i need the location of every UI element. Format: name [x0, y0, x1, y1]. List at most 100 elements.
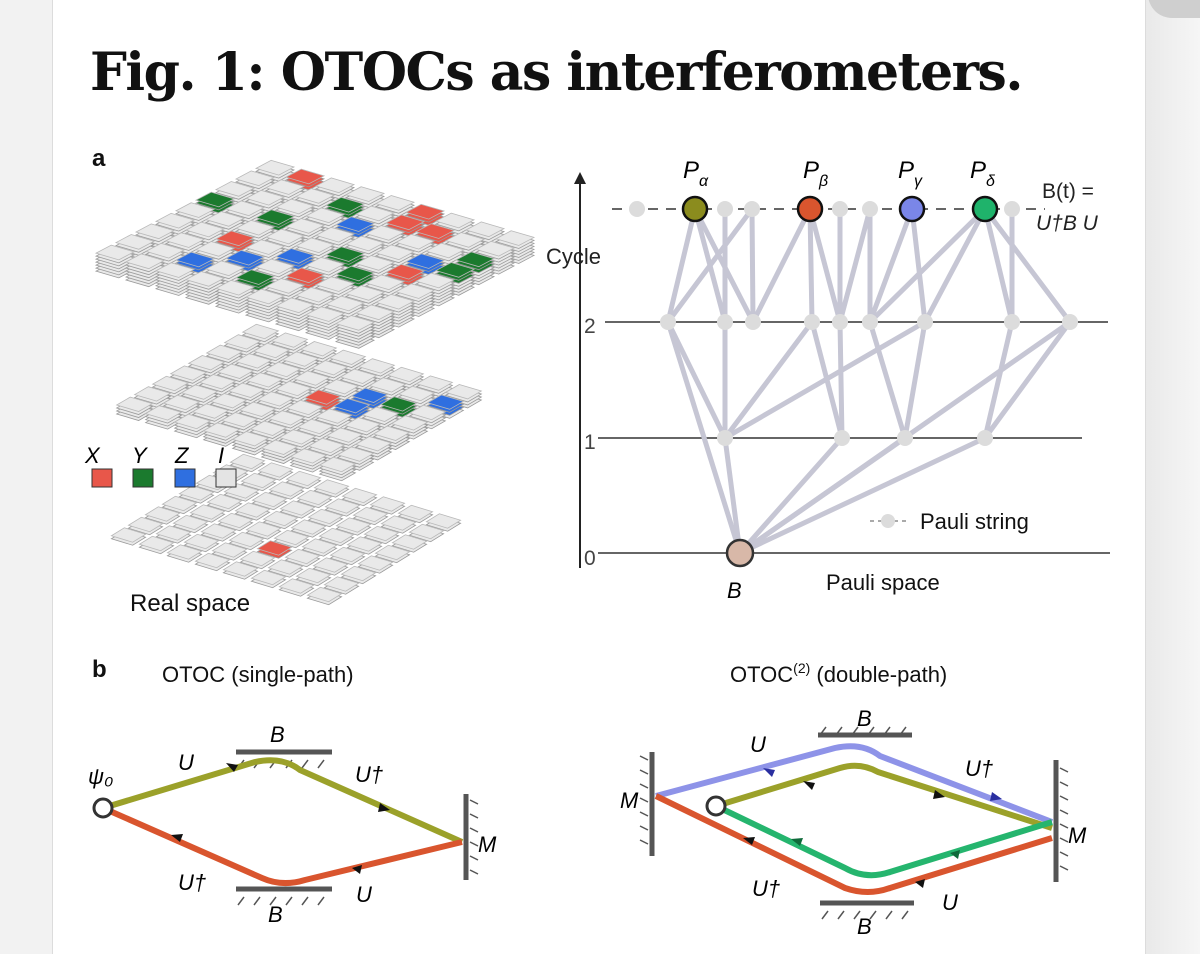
green-path — [714, 803, 1053, 879]
qubit-tile — [494, 230, 536, 246]
qubit-tile — [408, 404, 447, 421]
qubit-tile — [114, 234, 156, 250]
qubit-tile — [321, 379, 360, 395]
qubit-tile — [310, 360, 349, 376]
orange-path — [654, 793, 1053, 895]
legend-label-z: Z — [174, 443, 190, 468]
real-space-grids — [94, 159, 536, 606]
qubit-tile — [110, 527, 147, 543]
qubit-tile-colored — [379, 396, 418, 412]
qubit-tile — [344, 186, 386, 202]
qubit-tile — [138, 535, 175, 552]
qubit-tile — [352, 506, 389, 523]
qubit-tile-colored — [332, 398, 371, 414]
tree-edge — [982, 206, 1073, 325]
qubit-tile — [191, 403, 230, 419]
tree-edge — [807, 206, 815, 325]
tree-edges — [665, 206, 1073, 556]
qubit-tile-colored — [426, 394, 465, 410]
top-node-p-alpha — [681, 195, 709, 223]
label-u-top: U — [178, 750, 194, 775]
qubit-tile — [380, 515, 417, 531]
qubit-tile — [324, 295, 366, 312]
qubit-tile — [254, 159, 296, 176]
pauli-string-node — [1004, 314, 1020, 330]
qubit-tile — [187, 355, 226, 371]
qubit-tile-colored — [224, 249, 266, 266]
qubit-tile — [274, 297, 316, 314]
label-udag-top: U† — [355, 762, 383, 787]
qubit-tile — [394, 233, 436, 250]
tree-edge — [665, 319, 728, 441]
node-label-p-gamma: Pγ — [898, 157, 923, 190]
qubit-tile — [314, 226, 356, 243]
qubit-tile — [166, 544, 203, 560]
qubit-tile — [296, 418, 335, 435]
node-label-p-alpha: Pα — [683, 157, 709, 190]
label-udag-bottom-double: U† — [752, 876, 780, 901]
qubit-tile — [414, 272, 456, 289]
qubit-tile — [200, 523, 237, 539]
qubit-tile-colored — [284, 168, 326, 185]
qubit-tile — [294, 286, 336, 303]
qubit-tile — [304, 306, 346, 322]
qubit-tile — [364, 225, 406, 241]
qubit-tile — [374, 293, 416, 310]
qubit-tile-colored — [174, 251, 216, 268]
qubit-tile — [257, 462, 294, 478]
label-udag-top-double: U† — [965, 756, 993, 781]
tree-edge — [737, 435, 845, 556]
tree-edge — [809, 319, 845, 441]
panel-b-label: b — [92, 656, 107, 683]
label-m: M — [478, 832, 497, 857]
qubit-tile — [220, 412, 259, 428]
root-label-b: B — [727, 578, 742, 603]
qubit-tile-colored — [454, 251, 496, 268]
qubit-tile-colored — [284, 267, 326, 284]
qubit-tile — [294, 237, 336, 254]
qubit-tile — [464, 221, 506, 238]
qubit-tile — [172, 514, 209, 531]
legend-label-x: X — [84, 443, 101, 468]
qubit-tile — [295, 567, 332, 584]
qubit-tile — [354, 304, 396, 321]
legend-label-y: Y — [132, 443, 148, 468]
qubit-tile — [415, 375, 454, 391]
qubit-tile — [202, 422, 241, 438]
qubit-tile — [211, 542, 248, 558]
tree-edge — [982, 319, 1073, 441]
qubit-tile — [240, 472, 277, 489]
qubit-tile — [274, 380, 313, 397]
psi0-source — [92, 797, 114, 819]
top-node-p-gamma — [898, 195, 926, 223]
qubit-tile — [304, 256, 346, 273]
pauli-string-node — [897, 430, 913, 446]
pauli-space-tree: Cycle 0 1 2 Pα Pβ Pγ Pδ B(t) = U†B U B P… — [546, 157, 1110, 603]
qubit-tile — [318, 456, 357, 473]
qubit-tile — [214, 181, 256, 197]
qubit-tile — [173, 413, 212, 430]
qubit-tile — [154, 262, 196, 278]
qubit-tile — [374, 244, 416, 261]
tree-edge — [982, 206, 1015, 325]
real-space-label: Real space — [130, 590, 250, 617]
qubit-tile-colored — [324, 246, 366, 262]
tree-edge — [722, 435, 743, 556]
qubit-tile — [346, 536, 383, 552]
qubit-tile-colored — [350, 387, 389, 403]
double-path-title: OTOC(2) (double-path) — [730, 660, 947, 687]
label-u-bottom: U — [356, 882, 372, 907]
panel-a-label: a — [92, 145, 106, 172]
qubit-tile — [216, 363, 255, 379]
qubit-tile-colored — [324, 196, 366, 213]
qubit-tile-colored — [254, 209, 296, 225]
qubit-tile — [307, 508, 344, 525]
label-u-bottom-double: U — [942, 890, 958, 915]
grid-layer-middle — [115, 323, 483, 482]
qubit-tile — [374, 195, 416, 211]
qubit-tile-colored — [194, 191, 236, 208]
qubit-tile — [354, 205, 396, 222]
qubit-tile — [324, 498, 361, 514]
label-m-right: M — [1068, 823, 1087, 848]
qubit-tile — [278, 578, 315, 594]
